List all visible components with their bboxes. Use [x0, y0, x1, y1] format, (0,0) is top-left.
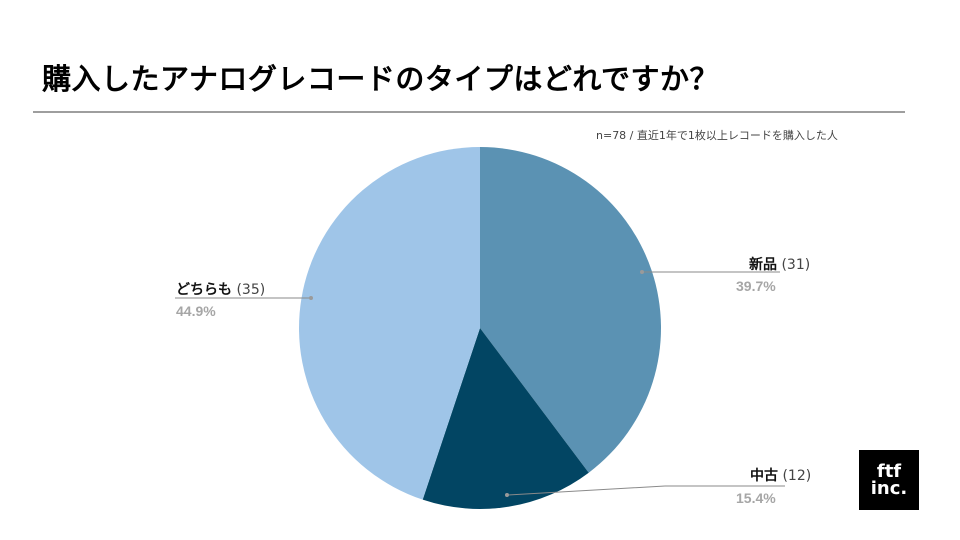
- label-both-pct: 44.9%: [176, 303, 216, 319]
- leader-line-used: [506, 485, 785, 496]
- sample-note: n=78 / 直近1年で1枚以上レコードを購入した人: [596, 129, 838, 142]
- label-used-pct: 15.4%: [736, 490, 776, 506]
- label-new-pct: 39.7%: [736, 278, 776, 294]
- logo-line1: ftf: [876, 461, 902, 482]
- company-logo: ftf inc.: [859, 450, 919, 510]
- label-both: どちらも (35): [176, 279, 265, 299]
- label-used-count: (12): [782, 468, 812, 484]
- label-both-count: (35): [236, 282, 266, 298]
- slice-both: [299, 147, 480, 500]
- slice-new: [480, 147, 662, 473]
- label-new-count: (31): [781, 257, 811, 273]
- label-used: 中古 (12): [750, 465, 811, 485]
- label-used-name: 中古: [750, 468, 778, 484]
- page-title: 購入したアナログレコードのタイプはどれですか？: [42, 62, 720, 96]
- logo-line2: inc.: [870, 478, 908, 499]
- label-new: 新品 (31): [749, 254, 810, 274]
- label-both-name: どちらも: [176, 282, 232, 298]
- slice-used: [422, 328, 589, 509]
- title-divider: [33, 111, 905, 113]
- label-new-name: 新品: [749, 257, 777, 273]
